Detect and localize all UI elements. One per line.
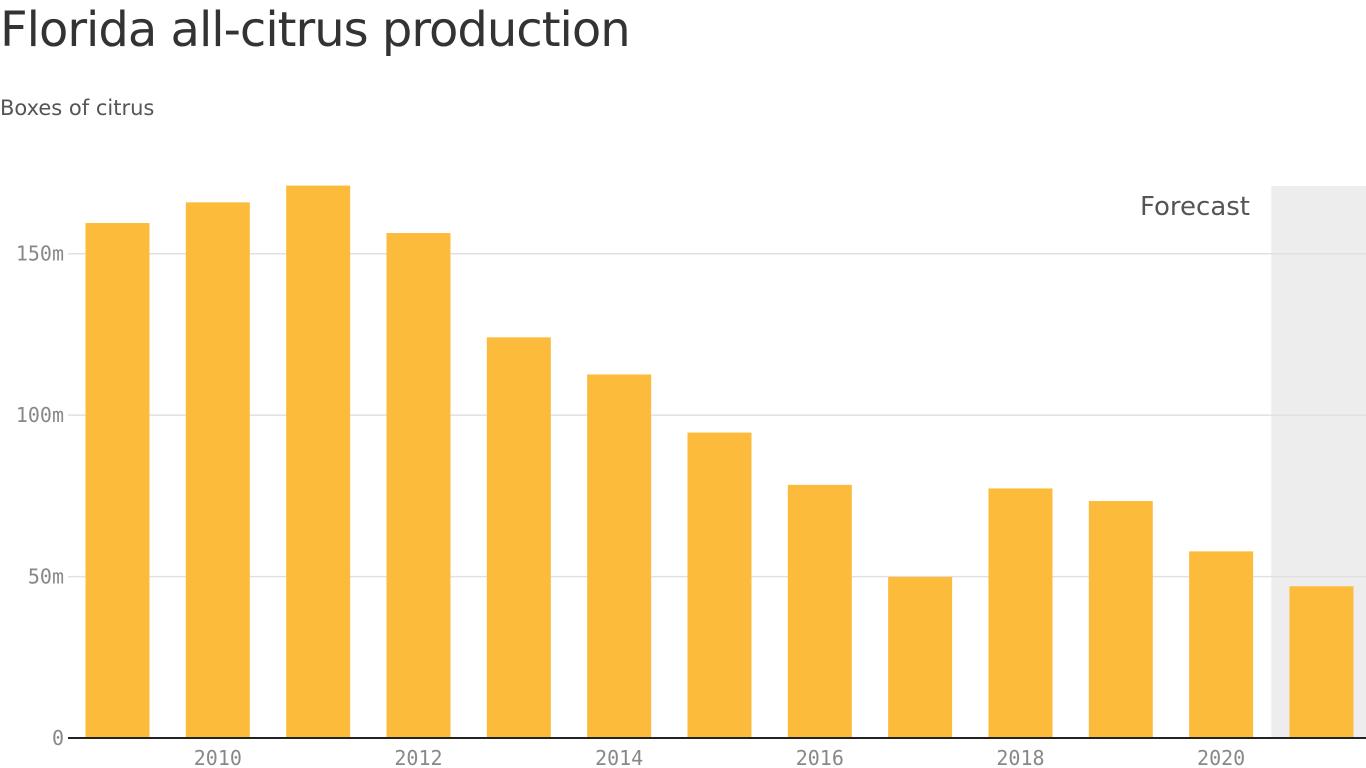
chart-title: Florida all-citrus production bbox=[0, 2, 631, 58]
x-tick-label: 2012 bbox=[394, 746, 442, 768]
bar-2010 bbox=[185, 202, 250, 738]
x-tick-label: 2018 bbox=[996, 746, 1044, 768]
y-tick-label: 0 bbox=[52, 726, 64, 750]
y-tick-label: 100m bbox=[16, 403, 64, 427]
x-tick-label: 2010 bbox=[194, 746, 242, 768]
bar-2018 bbox=[988, 488, 1053, 738]
y-tick-label: 50m bbox=[28, 565, 64, 589]
bar-2013 bbox=[486, 337, 551, 738]
y-tick-label: 150m bbox=[16, 242, 64, 266]
bar-2009 bbox=[85, 223, 150, 739]
bar-2016 bbox=[787, 484, 852, 738]
x-tick-label: 2016 bbox=[796, 746, 844, 768]
forecast-label: Forecast bbox=[1140, 192, 1250, 222]
bar-2019 bbox=[1088, 501, 1153, 738]
bar-2020 bbox=[1189, 551, 1254, 738]
chart-subtitle: Boxes of citrus bbox=[0, 96, 155, 120]
bar-2015 bbox=[687, 432, 752, 738]
x-tick-label: 2020 bbox=[1197, 746, 1245, 768]
x-tick-label: 2014 bbox=[595, 746, 643, 768]
bar-2017 bbox=[888, 576, 953, 738]
bar-2011 bbox=[286, 185, 351, 738]
bar-2021 bbox=[1289, 586, 1354, 738]
bar-2014 bbox=[587, 374, 652, 738]
bar-2012 bbox=[386, 233, 451, 738]
